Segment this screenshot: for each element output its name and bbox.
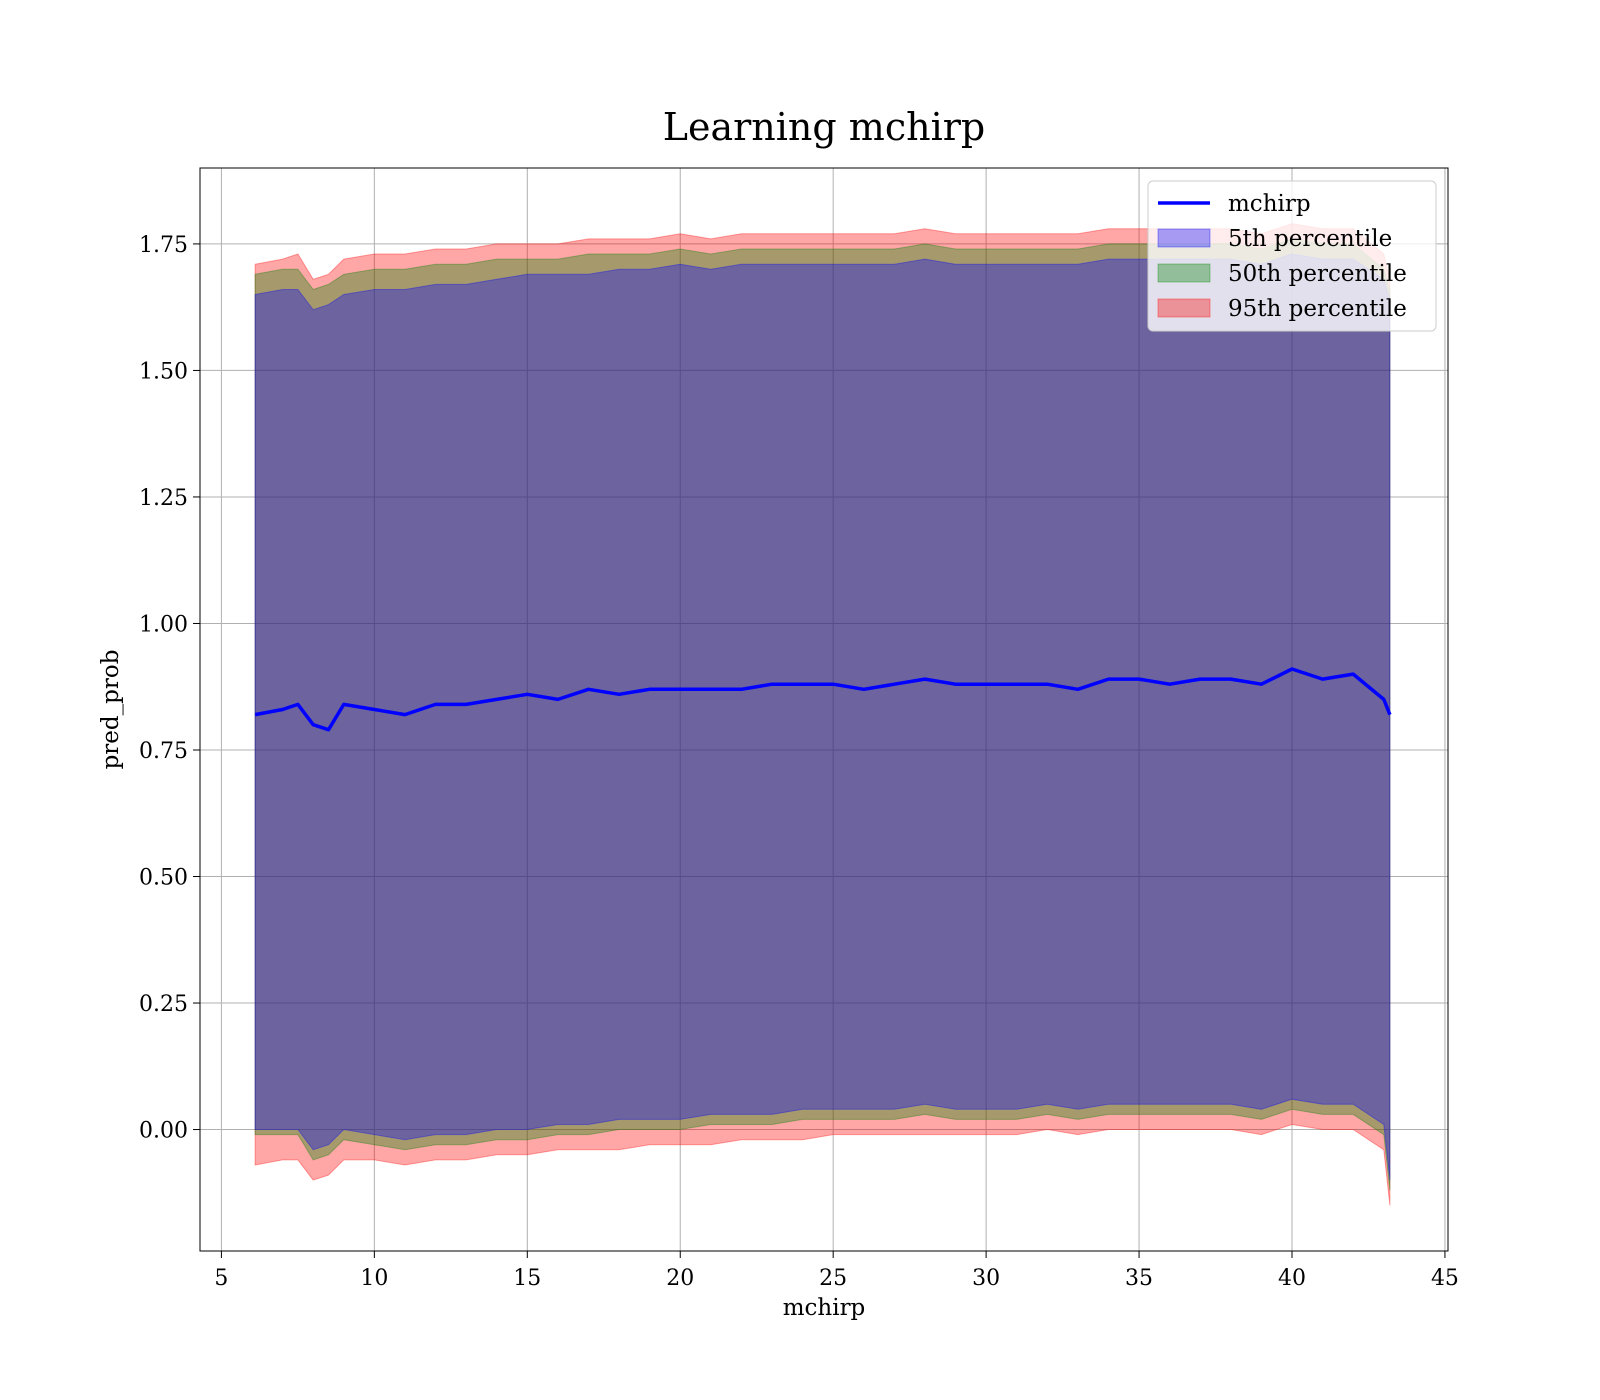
y-axis-label: pred_prob (98, 650, 124, 770)
band-5th-percentile (254, 253, 1391, 1181)
band-95th-percentile (254, 223, 1391, 1206)
legend-swatch (1157, 263, 1211, 283)
y-tick-label: 0.75 (139, 739, 188, 764)
y-tick-label: 0.00 (139, 1119, 188, 1144)
series-lines (254, 667, 1392, 732)
x-axis-label: mchirp (783, 1295, 866, 1321)
x-tick-label: 30 (972, 1266, 1000, 1291)
x-tick-label: 15 (513, 1266, 541, 1291)
legend-swatch (1157, 228, 1211, 248)
y-tick-label: 0.50 (139, 866, 188, 891)
y-tick-label: 0.25 (139, 992, 188, 1017)
y-tick-label: 1.50 (139, 359, 188, 384)
x-tick-label: 20 (666, 1266, 694, 1291)
legend-swatch (1157, 298, 1211, 318)
x-ticks: 5 10 15 20 25 30 35 40 45 (214, 1251, 1459, 1291)
legend-label: 95th percentile (1228, 296, 1407, 322)
legend: mchirp 5th percentile 50th percentile 95th … (1147, 180, 1437, 332)
band-50th-percentile (254, 238, 1391, 1191)
y-ticks: 0.00 0.25 0.50 0.75 1.00 1.25 1.50 1.75 (139, 233, 200, 1144)
x-tick-label: 35 (1125, 1266, 1153, 1291)
legend-box (1147, 180, 1437, 332)
y-tick-label: 1.00 (139, 612, 188, 637)
legend-label: mchirp (1228, 191, 1311, 217)
x-tick-label: 25 (819, 1266, 847, 1291)
line-mchirp (254, 667, 1392, 732)
legend-label: 5th percentile (1228, 226, 1392, 252)
grid (200, 168, 1448, 1251)
x-tick-label: 40 (1278, 1266, 1306, 1291)
x-tick-label: 5 (214, 1266, 228, 1291)
x-tick-label: 45 (1431, 1266, 1459, 1291)
plot-frame (199, 167, 1449, 1252)
x-tick-label: 10 (360, 1266, 388, 1291)
y-tick-label: 1.25 (139, 486, 188, 511)
percentile-bands (254, 223, 1391, 1206)
y-tick-label: 1.75 (139, 233, 188, 258)
chart-title: Learning mchirp (663, 105, 985, 149)
legend-label: 50th percentile (1228, 261, 1407, 287)
